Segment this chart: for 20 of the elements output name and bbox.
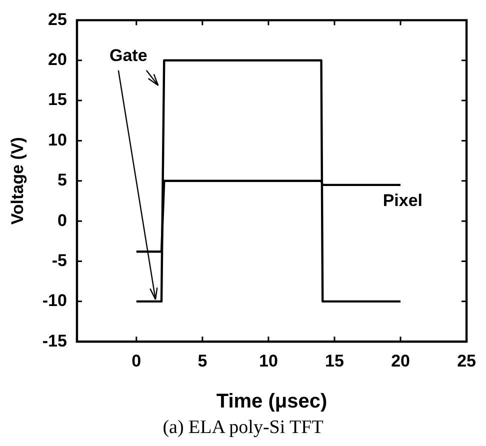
y-tick-label: -10 (42, 291, 67, 310)
x-tick-label: 25 (457, 351, 476, 370)
x-tick-label: 0 (132, 351, 142, 370)
text: (a) ELA poly-Si TFT (162, 417, 324, 439)
x-axis-title: Time (μsec) (216, 390, 328, 413)
y-tick-label: -5 (52, 250, 67, 270)
y-tick-label: 0 (58, 210, 67, 230)
y-tick-label: 5 (58, 170, 67, 190)
series-label: Pixel (382, 191, 423, 210)
y-axis-title: Voltage (V) (8, 137, 27, 225)
y-tick-label: 10 (48, 130, 67, 150)
y-tick-label: -15 (42, 331, 67, 350)
y-tick-label: 25 (48, 10, 67, 29)
series-label: Gate (110, 46, 148, 66)
y-tick-label: 15 (48, 90, 67, 110)
x-tick-label: 20 (391, 351, 410, 370)
x-tick-label: 10 (258, 351, 278, 370)
y-tick-label: 20 (48, 50, 67, 70)
x-tick-label: 15 (325, 351, 344, 370)
x-tick-label: 5 (198, 351, 208, 370)
